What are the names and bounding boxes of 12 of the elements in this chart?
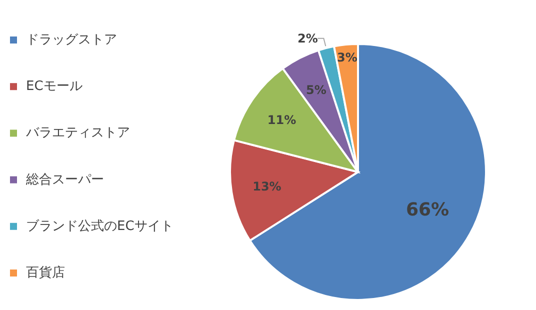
legend-label: バラエティストア xyxy=(25,126,130,141)
legend-label: 百貨店 xyxy=(26,264,65,280)
legend-label: ドラッグストア xyxy=(26,32,117,48)
legend-label: 総合スーパー xyxy=(25,172,104,188)
data-label: 2% xyxy=(297,31,318,46)
data-label: 5% xyxy=(306,82,326,97)
data-label: 13% xyxy=(252,179,282,194)
data-label: 3% xyxy=(336,50,358,64)
data-label: 11% xyxy=(267,113,296,128)
data-label: 66% xyxy=(406,200,450,221)
legend-label: ブランド公式のECサイト xyxy=(26,218,174,234)
legend-label: ECモール xyxy=(26,79,82,94)
